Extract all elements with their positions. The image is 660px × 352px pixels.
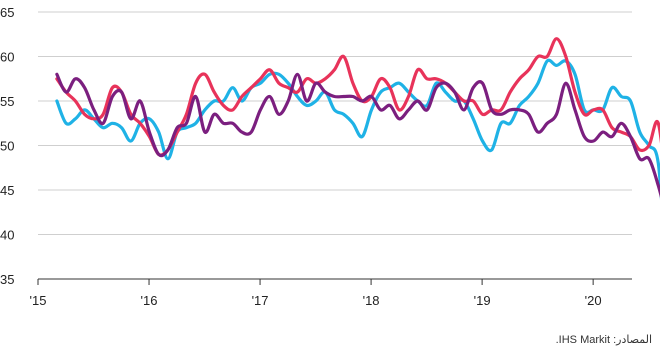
x-tick-label: '20 xyxy=(585,293,602,308)
y-tick-label: 45 xyxy=(0,183,14,198)
y-tick-label: 65 xyxy=(0,5,14,20)
y-tick-labels: 35 40 45 50 55 60 65 xyxy=(0,5,14,287)
x-tick-label: '15 xyxy=(30,293,47,308)
x-tick-label: '19 xyxy=(474,293,491,308)
x-tick-label: '18 xyxy=(363,293,380,308)
series-lines xyxy=(55,37,660,200)
x-tick-label: '16 xyxy=(141,293,158,308)
y-tick-label: 35 xyxy=(0,272,14,287)
y-tick-label: 55 xyxy=(0,94,14,109)
x-tick-label: '17 xyxy=(252,293,269,308)
grid-lines xyxy=(38,11,632,235)
y-tick-label: 50 xyxy=(0,139,14,154)
y-tick-label: 60 xyxy=(0,50,14,65)
y-tick-label: 40 xyxy=(0,228,14,243)
x-axis: '15 '16 '17 '18 '19 '20 xyxy=(30,278,632,308)
series-line-1 xyxy=(55,58,660,200)
source-note: المصادر: IHS Markit. xyxy=(555,334,652,346)
series-line-3 xyxy=(55,72,660,198)
